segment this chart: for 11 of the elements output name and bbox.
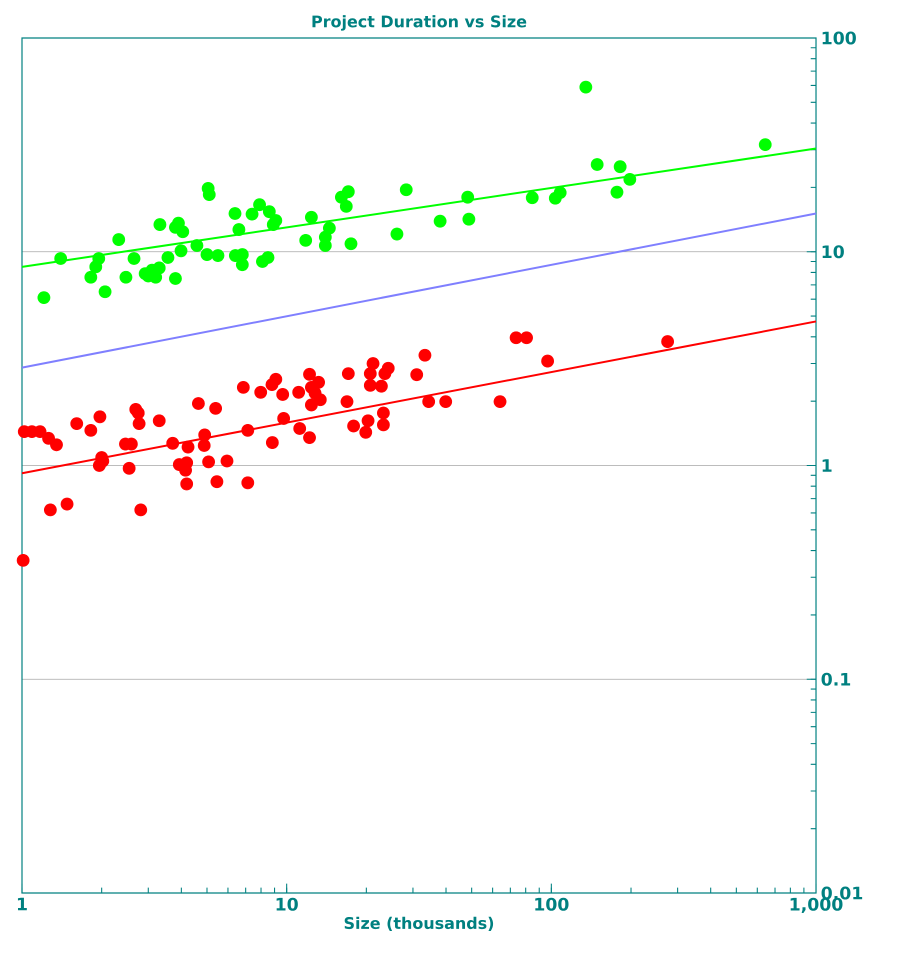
x-axis-title: Size (thousands): [344, 916, 494, 931]
y-tick-label: 0.1: [822, 672, 850, 686]
y-tick-label: 1: [822, 459, 832, 472]
x-tick-label: 1,000: [790, 898, 843, 913]
x-tick-label: 1: [18, 898, 27, 910]
y-tick-label: 100: [822, 31, 856, 45]
x-tick-label: 100: [535, 898, 569, 911]
y-tick-label: 0.01: [822, 886, 862, 900]
y-tick-label: 10: [822, 245, 844, 258]
chart-title: Project Duration vs Size: [312, 15, 526, 31]
x-tick-label: 10: [276, 898, 298, 911]
